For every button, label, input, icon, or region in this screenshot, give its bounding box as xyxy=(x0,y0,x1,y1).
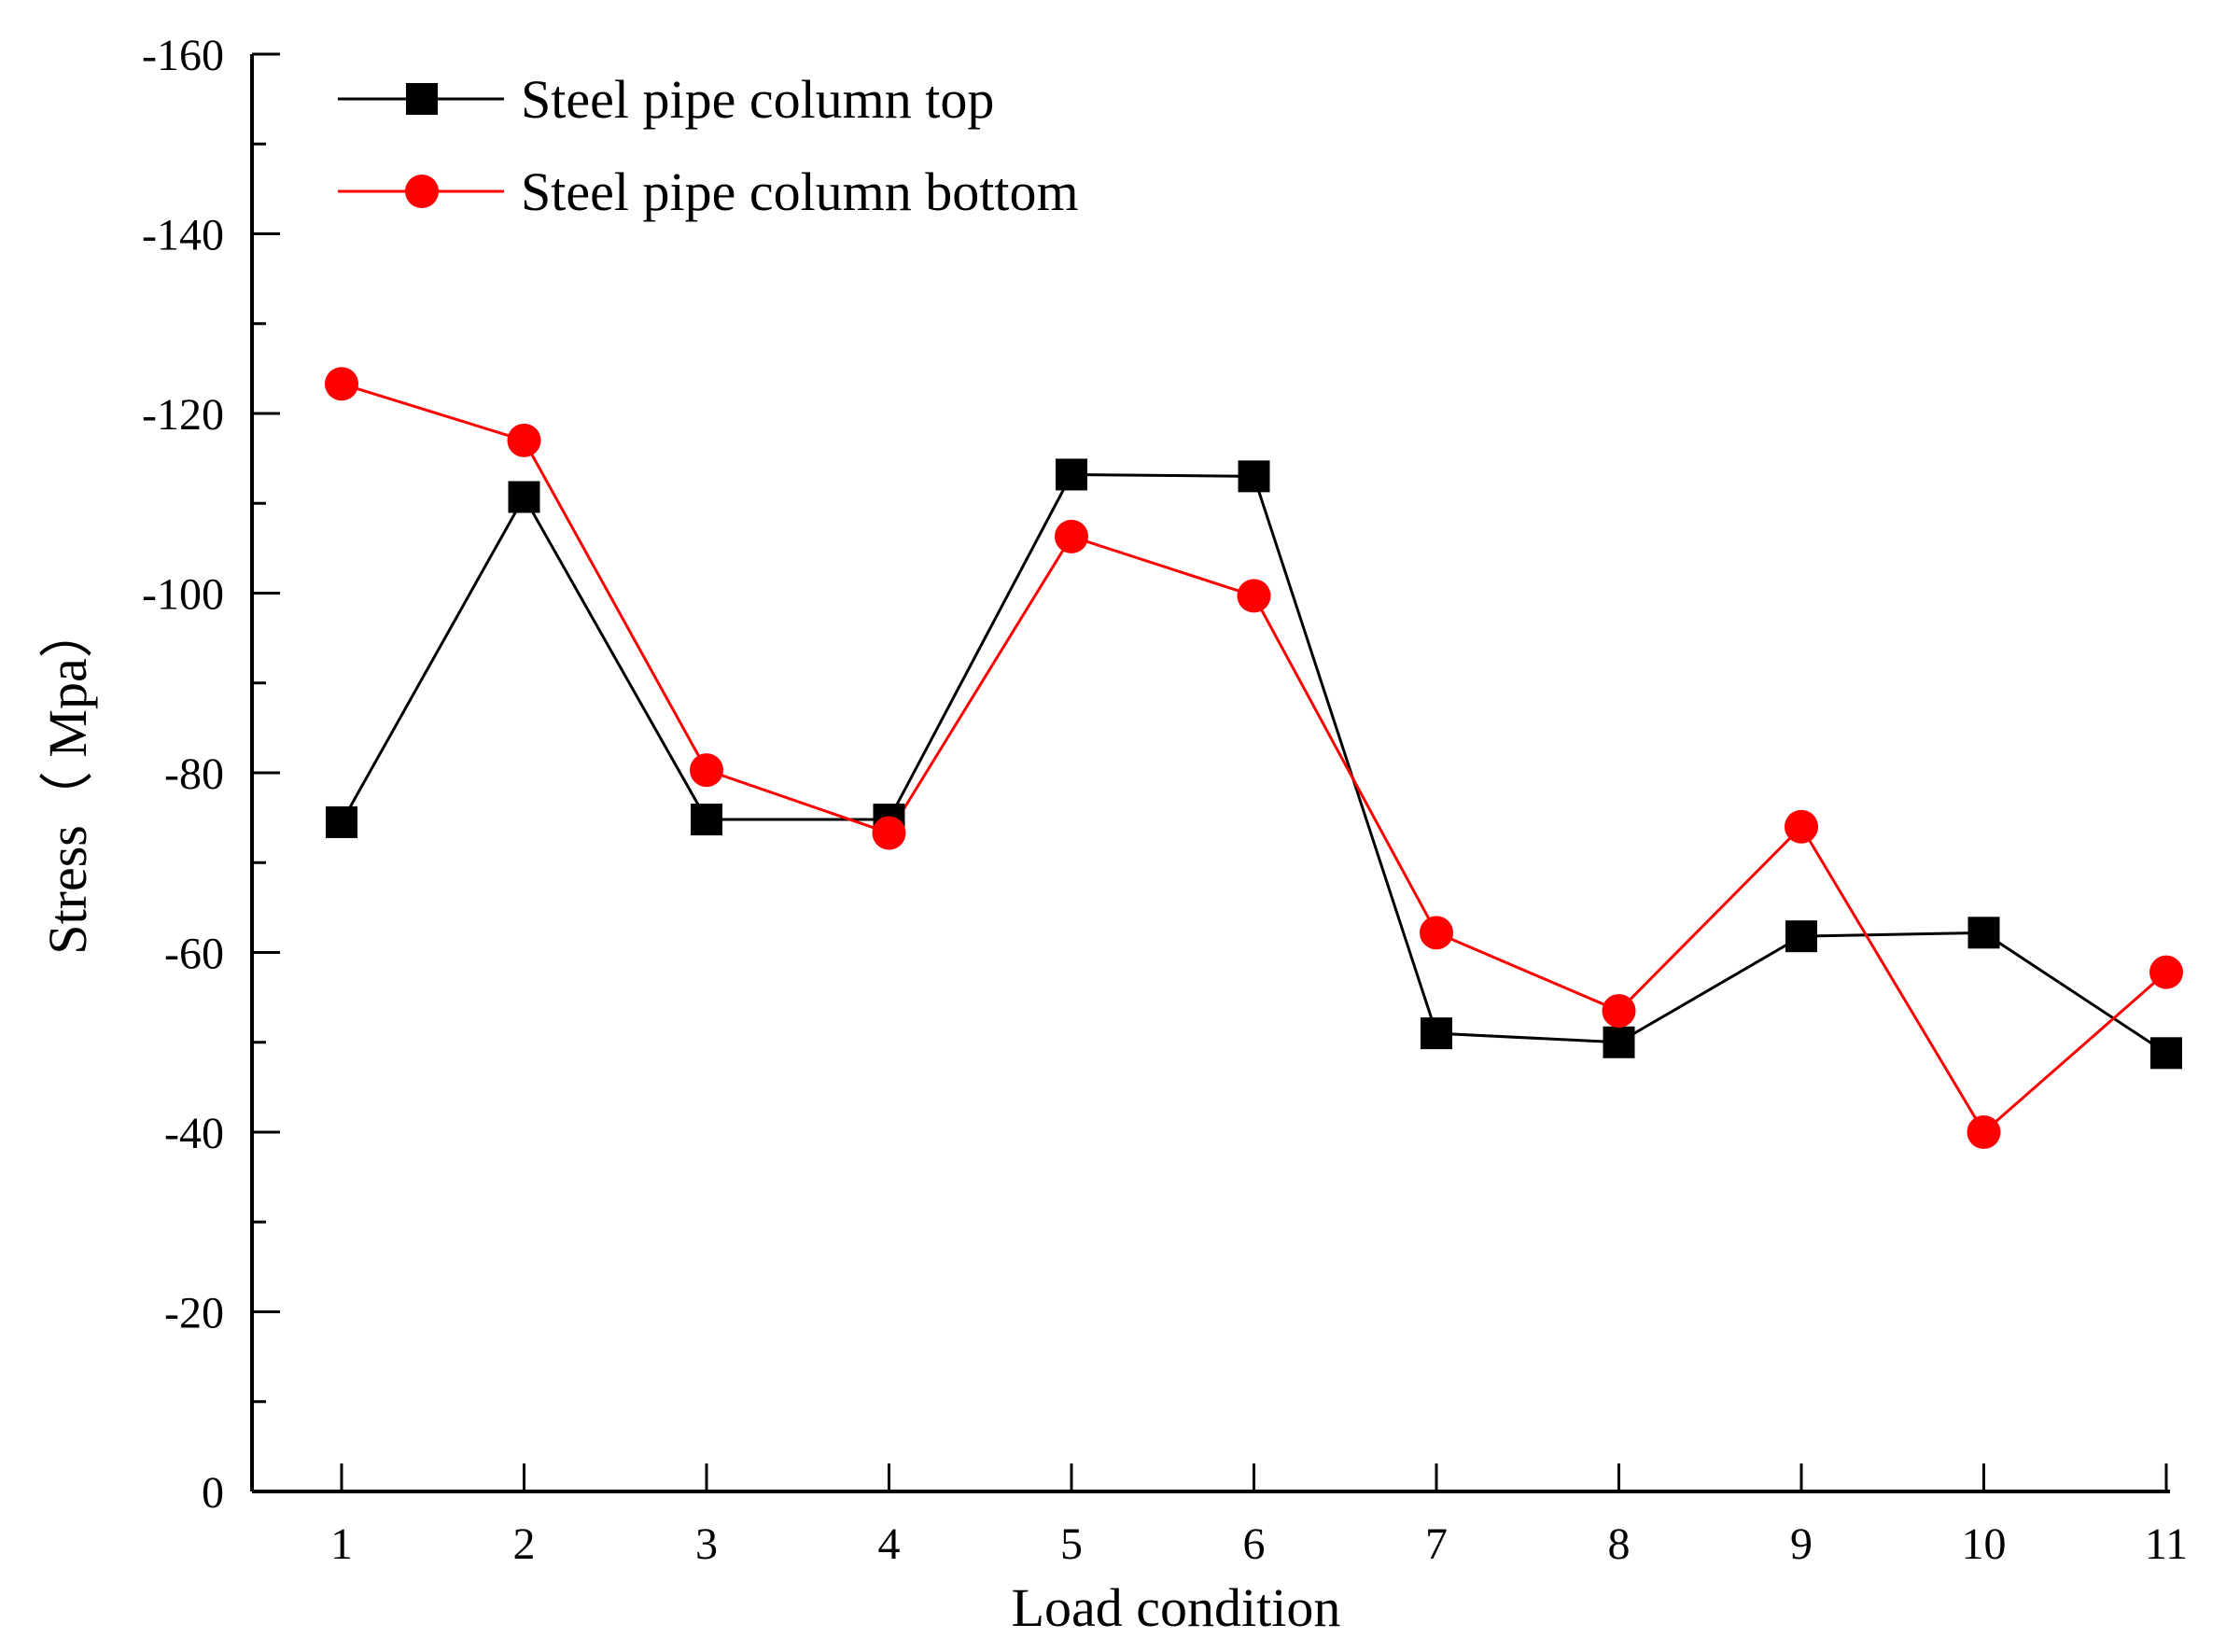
y-tick-label: -120 xyxy=(142,390,224,440)
y-tick-label: -80 xyxy=(164,749,224,799)
y-tick-label: -140 xyxy=(142,211,224,260)
data-point-circle xyxy=(1237,579,1271,613)
x-tick-label: 3 xyxy=(695,1519,718,1569)
x-tick-label: 7 xyxy=(1425,1519,1448,1569)
legend-marker-square xyxy=(406,83,438,115)
data-point-circle xyxy=(507,423,541,457)
y-tick-label: -40 xyxy=(164,1109,224,1158)
data-point-square xyxy=(1056,458,1087,491)
data-point-circle xyxy=(325,367,358,401)
y-tick-label: -20 xyxy=(164,1289,224,1338)
x-tick-label: 4 xyxy=(878,1519,901,1569)
x-tick-label: 2 xyxy=(513,1519,536,1569)
y-tick-label: 0 xyxy=(202,1468,224,1518)
x-axis-title: Load condition xyxy=(1012,1577,1341,1638)
data-point-square xyxy=(326,805,357,838)
x-tick-label: 11 xyxy=(2145,1519,2188,1569)
x-tick-label: 1 xyxy=(330,1519,353,1569)
data-point-square xyxy=(1967,917,2000,949)
data-point-circle xyxy=(1055,519,1088,553)
x-tick-label: 8 xyxy=(1608,1519,1631,1569)
x-tick-label: 5 xyxy=(1060,1519,1083,1569)
data-point-circle xyxy=(1602,994,1636,1029)
series-line-top xyxy=(340,472,2167,1055)
x-tick-label: 9 xyxy=(1790,1519,1813,1569)
data-point-circle xyxy=(1420,916,1453,950)
y-tick-label: -100 xyxy=(142,570,224,620)
x-axis-ticks: 1 2 3 4 5 6 7 8 9 10 11 xyxy=(330,1463,2188,1569)
data-point-square xyxy=(1603,1026,1635,1058)
y-axis-title: Stress（ Mpa） xyxy=(37,604,98,954)
data-point-circle xyxy=(2149,955,2183,989)
legend-marker-circle xyxy=(405,175,439,208)
series-layer xyxy=(325,367,2183,1149)
x-tick-label: 10 xyxy=(1962,1519,2007,1569)
legend-label-bottom: Steel pipe column bottom xyxy=(521,161,1079,222)
data-point-square xyxy=(691,804,722,836)
data-point-circle xyxy=(1785,809,1818,844)
series-line-bottom xyxy=(341,382,2167,1135)
data-point-circle xyxy=(1967,1115,2001,1149)
data-point-square xyxy=(2150,1037,2182,1070)
data-point-circle xyxy=(872,816,906,850)
data-point-square xyxy=(1421,1017,1452,1050)
data-point-square xyxy=(508,481,540,513)
legend-label-top: Steel pipe column top xyxy=(521,69,994,130)
data-point-square xyxy=(1238,460,1270,493)
y-axis-ticks: 0 -20 -40 -60 -80 -100 -120 -140 -160 xyxy=(142,31,280,1518)
y-tick-label: -160 xyxy=(142,31,224,80)
legend: Steel pipe column top Steel pipe column … xyxy=(338,69,1079,222)
data-point-square xyxy=(1785,920,1817,953)
x-tick-label: 6 xyxy=(1243,1519,1266,1569)
y-tick-label: -60 xyxy=(164,930,224,979)
data-point-circle xyxy=(690,753,723,788)
